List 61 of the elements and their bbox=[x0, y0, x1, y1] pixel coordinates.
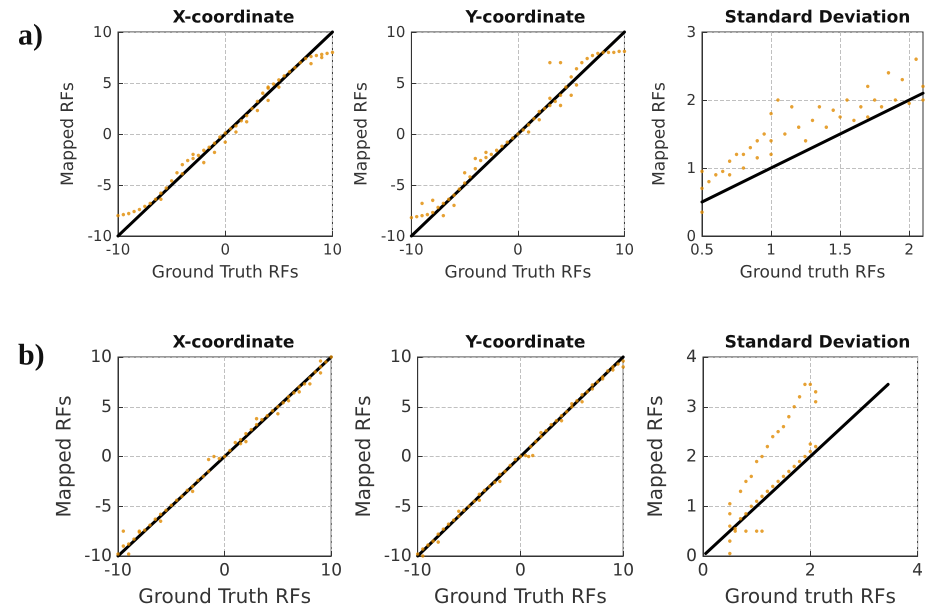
x-tick-label: 0 bbox=[513, 240, 523, 258]
text: a) bbox=[18, 18, 43, 52]
y-tick-label: 0 bbox=[400, 446, 412, 466]
x-axis-title: Ground Truth RFs bbox=[434, 584, 607, 608]
y-tick-label: 10 bbox=[90, 347, 112, 367]
y-tick-label: -5 bbox=[394, 496, 412, 516]
y-tick-label: 10 bbox=[386, 23, 406, 41]
y-tick-label: 5 bbox=[396, 74, 406, 92]
y-tick-label: -10 bbox=[84, 546, 112, 566]
y-tick-label: 10 bbox=[390, 347, 412, 367]
x-tick-label: 10 bbox=[612, 560, 634, 580]
chart-title: X-coordinate bbox=[172, 332, 294, 352]
y-tick-label: 2 bbox=[686, 91, 696, 109]
x-axis-title: Ground truth RFs bbox=[724, 584, 896, 608]
y-tick-label: 5 bbox=[102, 74, 112, 92]
y-axis-title: Mapped RFs bbox=[643, 395, 667, 518]
x-axis-title: Ground truth RFs bbox=[740, 262, 886, 282]
y-tick-label: 5 bbox=[400, 396, 412, 417]
x-tick-label: 10 bbox=[320, 560, 342, 580]
y-tick-label: -5 bbox=[95, 496, 112, 516]
y-tick-label: 1 bbox=[686, 496, 697, 516]
y-tick-label: 1 bbox=[686, 159, 696, 177]
y-tick-label: -10 bbox=[88, 227, 112, 245]
x-tick-label: 1 bbox=[766, 240, 776, 258]
chart-title: Standard Deviation bbox=[724, 332, 910, 352]
y-tick-label: 4 bbox=[686, 347, 697, 367]
y-tick-label: -10 bbox=[384, 546, 412, 566]
y-tick-label: 2 bbox=[686, 446, 697, 466]
y-tick-label: 0 bbox=[396, 125, 406, 143]
y-tick-label: -5 bbox=[97, 176, 112, 194]
x-tick-label: 10 bbox=[614, 240, 634, 258]
chart-title: Y-coordinate bbox=[464, 8, 586, 28]
x-tick-label: 0 bbox=[219, 560, 230, 580]
y-tick-label: 0 bbox=[686, 546, 697, 566]
y-tick-label: 10 bbox=[92, 23, 112, 41]
y-tick-label: -5 bbox=[390, 176, 406, 194]
x-tick-label: 4 bbox=[912, 560, 924, 580]
x-tick-label: 1.5 bbox=[828, 240, 852, 258]
y-tick-label: -10 bbox=[380, 227, 406, 245]
chart-title: Standard Deviation bbox=[724, 8, 910, 28]
y-axis-title: Mapped RFs bbox=[352, 82, 372, 186]
y-axis-title: Mapped RFs bbox=[650, 82, 670, 186]
x-tick-label: 0 bbox=[220, 240, 230, 258]
x-axis-title: Ground Truth RFs bbox=[138, 584, 311, 608]
y-axis-title: Mapped RFs bbox=[51, 395, 76, 518]
y-tick-label: 5 bbox=[101, 396, 112, 417]
y-axis-title: Mapped RFs bbox=[58, 82, 78, 186]
x-tick-label: 0 bbox=[515, 560, 526, 580]
y-tick-label: 0 bbox=[101, 446, 112, 466]
x-axis-title: Ground Truth RFs bbox=[152, 262, 299, 282]
chart-title: X-coordinate bbox=[172, 8, 294, 28]
x-tick-label: 10 bbox=[322, 240, 342, 258]
y-axis-title: Mapped RFs bbox=[351, 395, 375, 518]
text: b) bbox=[18, 338, 45, 372]
y-tick-label: 3 bbox=[686, 23, 696, 41]
y-tick-label: 0 bbox=[102, 125, 112, 143]
y-tick-label: 3 bbox=[686, 396, 697, 417]
x-tick-label: 2 bbox=[904, 240, 914, 258]
x-tick-label: 2 bbox=[804, 560, 816, 580]
x-axis-title: Ground Truth RFs bbox=[444, 262, 592, 282]
chart-title: Y-coordinate bbox=[464, 332, 586, 352]
